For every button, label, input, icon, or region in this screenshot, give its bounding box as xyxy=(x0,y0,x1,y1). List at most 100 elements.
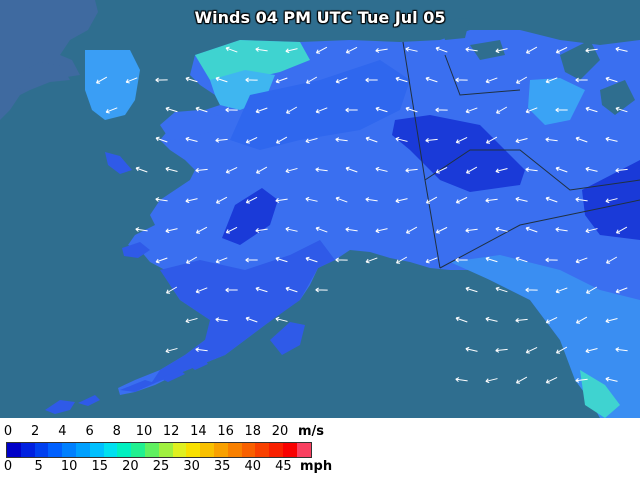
wind-map: Winds 04 PM UTC Tue Jul 05 xyxy=(0,0,640,418)
wind-arrow xyxy=(365,257,378,264)
wind-arrow xyxy=(395,198,408,204)
colorbar-swatch xyxy=(282,443,297,457)
ms-tick-label: 10 xyxy=(135,424,153,439)
wind-arrow xyxy=(315,167,328,173)
wind-arrow xyxy=(105,107,118,114)
wind-speed-legend: 0 2 4 6 8 10 12 14 16 18 20 m/s 0 5 10 15 20 25 30 35 40 45… xyxy=(0,418,640,480)
wind-arrow xyxy=(405,106,418,113)
wind-arrow xyxy=(515,376,528,384)
wind-arrow xyxy=(215,76,228,83)
colorbar-swatch xyxy=(144,443,159,457)
colorbar-swatch xyxy=(172,443,187,457)
wind-arrow xyxy=(485,136,498,144)
wind-arrow xyxy=(605,76,618,83)
wind-arrow xyxy=(575,77,588,83)
wind-arrow xyxy=(245,257,258,263)
ms-tick-label: 4 xyxy=(58,424,67,439)
wind-arrow xyxy=(375,228,388,234)
wind-arrow xyxy=(485,256,498,263)
wind-arrow xyxy=(455,136,468,144)
wind-arrow xyxy=(365,77,378,83)
wind-arrow xyxy=(185,317,198,324)
wind-arrow xyxy=(225,226,238,234)
wind-arrow xyxy=(166,286,178,294)
colorbar-swatch xyxy=(20,443,35,457)
wind-arrow xyxy=(495,286,508,293)
wind-arrow xyxy=(335,77,348,84)
wind-arrow xyxy=(375,166,388,172)
wind-arrow xyxy=(375,106,388,113)
wind-arrow xyxy=(575,378,588,383)
wind-arrow xyxy=(455,196,468,204)
colorbar-swatch xyxy=(62,443,76,457)
aleutian-islands xyxy=(45,360,208,414)
wind-arrow xyxy=(315,226,328,233)
wind-arrow xyxy=(545,196,558,203)
wind-arrow xyxy=(275,136,288,144)
wind-arrow xyxy=(375,48,388,53)
wind-arrow xyxy=(345,107,358,113)
wind-arrow xyxy=(305,137,318,144)
mph-unit-label: mph xyxy=(300,459,333,474)
dark-wind-core-west xyxy=(222,188,278,245)
wind-arrow xyxy=(525,107,538,114)
wind-arrow xyxy=(215,317,228,323)
wind-arrow xyxy=(465,228,478,233)
colorbar-swatch xyxy=(269,443,283,457)
ms-tick-label: 16 xyxy=(217,424,234,439)
wind-arrow xyxy=(395,76,408,83)
wind-arrow xyxy=(515,317,528,323)
wind-arrow xyxy=(315,107,328,114)
wind-arrow xyxy=(615,167,628,173)
wind-arrow xyxy=(515,256,528,263)
wind-arrow xyxy=(335,137,348,143)
wind-arrow xyxy=(465,47,478,52)
wind-arrow xyxy=(195,287,208,294)
wind-arrow xyxy=(585,106,598,113)
wind-arrow xyxy=(606,256,618,264)
colorbar-swatch xyxy=(241,443,256,457)
colorbar-swatch xyxy=(296,443,311,457)
mph-tick-label: 5 xyxy=(34,459,43,474)
wind-arrow xyxy=(395,136,408,142)
wind-arrow xyxy=(245,316,258,323)
wind-arrow xyxy=(255,107,268,114)
wind-arrow xyxy=(435,107,448,113)
colorbar-swatch xyxy=(213,443,228,457)
wind-arrow xyxy=(425,137,438,143)
wind-arrow xyxy=(245,196,258,204)
wind-arrow xyxy=(165,166,178,172)
wind-arrow xyxy=(525,167,538,172)
mph-tick-label: 35 xyxy=(213,459,231,474)
wind-arrow xyxy=(615,226,628,234)
wind-arrow xyxy=(465,346,478,352)
wind-arrow xyxy=(345,227,358,232)
ms-tick-label: 20 xyxy=(271,424,289,439)
colorbar-swatch xyxy=(227,443,242,457)
wind-arrow xyxy=(255,47,268,52)
territory-border-2 xyxy=(439,199,640,269)
wind-arrow xyxy=(435,46,448,53)
colorbar-swatch xyxy=(117,443,132,457)
colorbar-swatch xyxy=(103,443,118,457)
wind-arrow xyxy=(615,46,628,52)
dark-wind-core-north xyxy=(392,115,525,192)
wind-arrows xyxy=(96,46,628,384)
wind-arrow xyxy=(555,46,568,54)
wind-arrow xyxy=(495,167,508,174)
territory-border-3 xyxy=(444,54,521,96)
wind-arrow xyxy=(545,257,558,263)
wind-arrow xyxy=(285,167,298,174)
mph-tick-label: 0 xyxy=(3,459,13,474)
wind-arrow xyxy=(465,107,478,114)
wind-arrow xyxy=(555,166,568,173)
mph-tick-label: 10 xyxy=(60,459,78,474)
wind-arrow xyxy=(615,287,628,294)
wind-arrow xyxy=(495,347,508,353)
wind-arrow xyxy=(285,286,298,293)
wind-arrow xyxy=(225,107,238,113)
wind-arrow xyxy=(195,226,208,234)
wind-arrow xyxy=(96,76,108,84)
wind-arrow xyxy=(545,77,558,84)
wind-arrow xyxy=(305,196,318,202)
